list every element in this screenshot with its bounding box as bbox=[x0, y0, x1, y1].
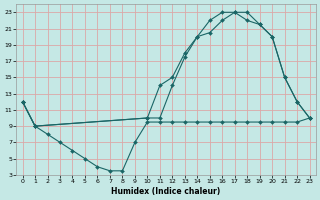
X-axis label: Humidex (Indice chaleur): Humidex (Indice chaleur) bbox=[111, 187, 221, 196]
